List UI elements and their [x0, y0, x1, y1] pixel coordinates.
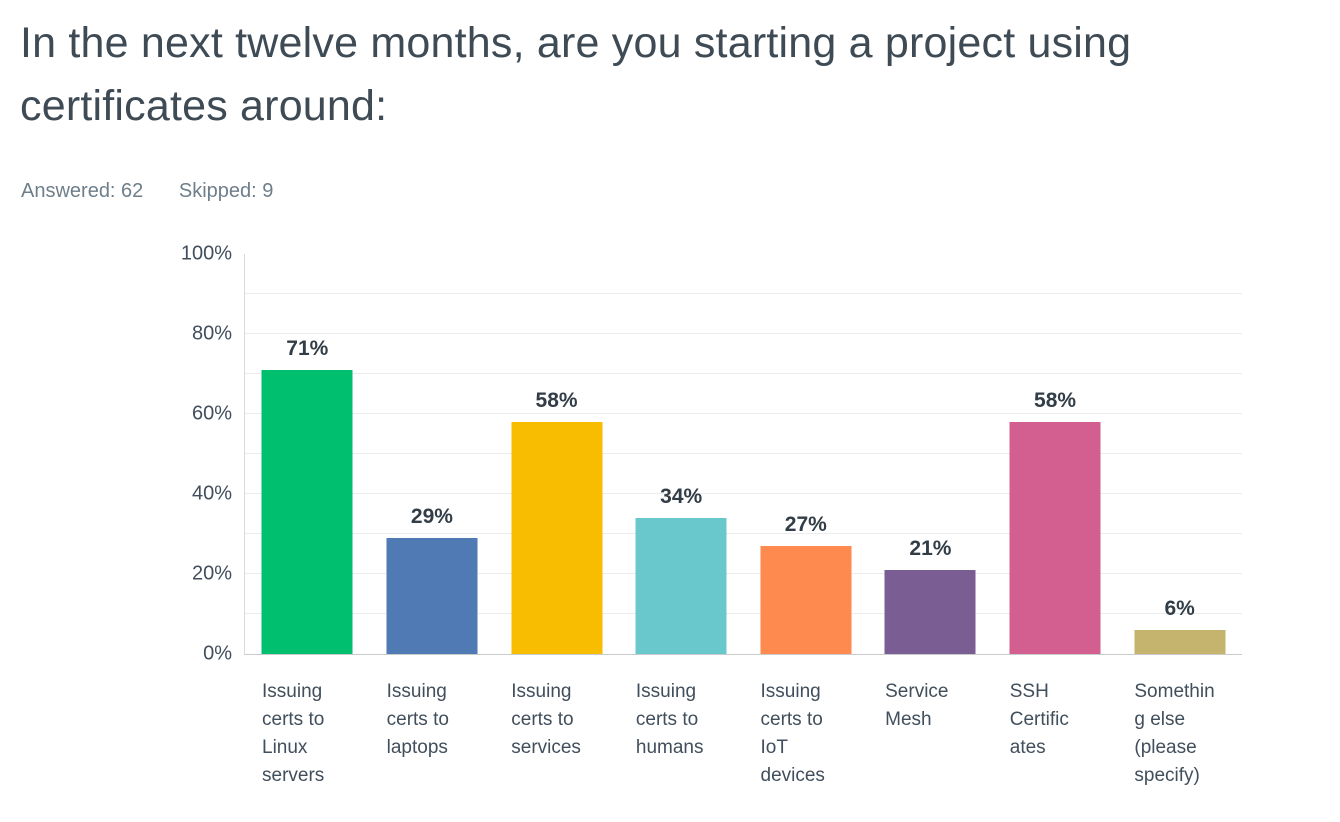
y-axis-label: 0% — [203, 642, 232, 665]
bar-slot: 58% — [993, 254, 1118, 654]
bar — [386, 538, 478, 654]
bar — [760, 546, 852, 654]
bar-value-label: 71% — [286, 337, 329, 360]
skipped-count: Skipped: 9 — [178, 180, 274, 202]
x-axis-label: Somethin g else (please specify) — [1134, 681, 1215, 786]
y-axis-label: 20% — [191, 562, 232, 585]
bar-value-label: 21% — [909, 537, 952, 560]
gridline — [245, 373, 1242, 374]
plot-area: 71% 29% 58% 34% 27% 21% 58% 6% — [244, 254, 1242, 655]
question-title: In the next twelve months, are you start… — [20, 19, 1132, 130]
bar-slot: 34% — [619, 254, 744, 654]
bar-slot: 29% — [370, 254, 495, 654]
x-axis-label: Issuing certs to humans — [635, 681, 704, 758]
x-axis: Issuing certs to Linux servers Issuing ce… — [245, 678, 1242, 790]
gridline — [245, 573, 1242, 574]
gridline — [245, 453, 1242, 454]
x-axis-label: Issuing certs to services — [511, 681, 581, 758]
x-axis-label: Issuing certs to Linux servers — [262, 681, 325, 786]
x-axis-label: Service Mesh — [885, 681, 949, 730]
y-axis-label: 80% — [191, 322, 232, 345]
bar — [1009, 422, 1101, 654]
gridline — [245, 413, 1242, 414]
bar-value-label: 29% — [410, 505, 453, 528]
answered-count: Answered: 62 — [21, 180, 144, 202]
x-axis-label: SSH Certific ates — [1009, 681, 1069, 758]
bars-container: 71% 29% 58% 34% 27% 21% 58% 6% — [245, 254, 1242, 654]
bar-value-label: 58% — [1034, 389, 1077, 412]
bar — [884, 570, 976, 654]
bar-slot: 6% — [1117, 254, 1242, 654]
bar-slot: 71% — [245, 254, 370, 654]
bar-value-label: 58% — [535, 389, 578, 412]
gridline — [245, 613, 1242, 614]
y-axis-label: 60% — [191, 402, 232, 425]
bar-value-label: 6% — [1164, 597, 1195, 620]
response-stats: Answered: 62 Skipped: 9 — [21, 180, 303, 203]
bar-value-label: 34% — [660, 485, 703, 508]
bar-value-label: 27% — [784, 513, 827, 536]
bar — [1134, 630, 1226, 654]
y-axis-label: 100% — [180, 242, 232, 265]
gridline — [245, 333, 1242, 334]
bar — [511, 422, 603, 654]
x-axis-label: Issuing certs to laptops — [386, 681, 449, 758]
gridline — [245, 493, 1242, 494]
bar-slot: 58% — [494, 254, 619, 654]
x-axis-label: Issuing certs to IoT devices — [760, 681, 825, 786]
bar-slot: 27% — [744, 254, 869, 654]
bar — [635, 518, 727, 654]
gridline — [245, 533, 1242, 534]
bar-slot: 21% — [868, 254, 993, 654]
bar — [261, 370, 353, 654]
y-axis-label: 40% — [191, 482, 232, 505]
y-axis: 0% 20% 40% 60% 80% 100% — [0, 243, 232, 665]
gridline — [245, 293, 1242, 294]
